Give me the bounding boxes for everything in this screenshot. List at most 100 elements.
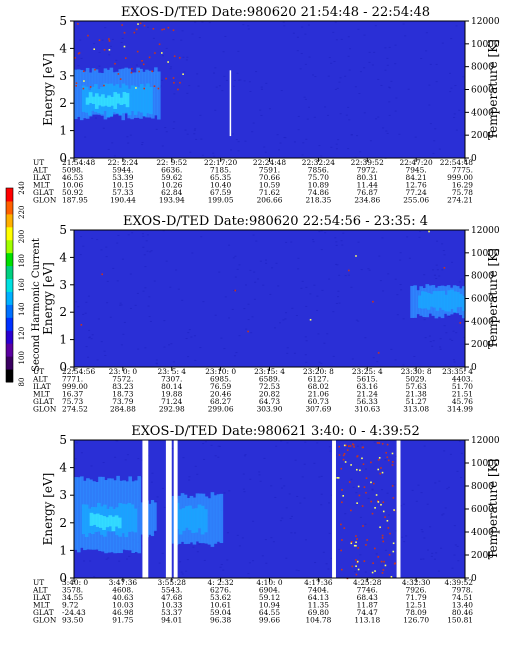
colorbar-segment — [6, 188, 13, 202]
table-cell: 71.79 — [406, 593, 427, 602]
table-cell: 99.66 — [259, 616, 280, 625]
table-cell: 22:24:48 — [253, 158, 286, 167]
texture-speck — [379, 280, 382, 282]
table-cell: 53.39 — [112, 173, 133, 182]
y-axis-label-right: Temperature [K] — [486, 459, 500, 560]
texture-speck — [443, 254, 446, 256]
table-row-label: UT — [33, 578, 44, 587]
table-cell: 7185. — [210, 166, 231, 175]
intensity-region — [181, 508, 186, 531]
data-speck — [391, 464, 394, 466]
texture-speck — [257, 278, 260, 280]
data-speck — [108, 49, 111, 51]
colorbar-tick-label: 160 — [18, 278, 26, 291]
texture-speck — [128, 555, 131, 557]
data-speck — [348, 269, 350, 272]
texture-speck — [173, 93, 176, 95]
data-speck — [383, 560, 385, 563]
texture-speck — [80, 57, 83, 59]
data-speck — [371, 571, 374, 574]
texture-speck — [243, 308, 246, 310]
texture-speck — [83, 560, 86, 562]
data-speck — [350, 464, 352, 466]
texture-speck — [243, 455, 246, 457]
texture-speck — [344, 513, 347, 515]
data-speck — [82, 70, 85, 73]
texture-speck — [456, 545, 459, 547]
data-speck — [351, 565, 354, 568]
texture-speck — [260, 114, 263, 116]
colorbar-tick-label: 180 — [18, 254, 26, 267]
colorbar-segment — [6, 239, 13, 254]
texture-speck — [368, 61, 371, 63]
texture-speck — [411, 489, 414, 491]
data-speck — [365, 477, 368, 480]
texture-speck — [445, 332, 448, 334]
texture-speck — [284, 137, 287, 139]
texture-speck — [191, 33, 194, 35]
texture-speck — [360, 269, 363, 271]
texture-speck — [242, 24, 245, 26]
chart-title: EXOS-D/TED Date:980621 3:40: 0 - 4:39:52 — [131, 424, 419, 439]
chart-title: EXOS-D/TED Date:980620 22:54:56 - 23:35:… — [123, 214, 428, 229]
texture-speck — [297, 268, 300, 270]
texture-speck — [363, 34, 366, 36]
texture-speck — [320, 155, 323, 157]
y-tick-label: 2 — [59, 516, 67, 530]
data-speck — [357, 485, 360, 488]
table-cell: 23:25: 4 — [352, 367, 383, 376]
data-speck — [343, 527, 346, 529]
table-cell: 12.51 — [406, 601, 427, 610]
table-cell: 75.70 — [308, 173, 329, 182]
intensity-region — [185, 506, 189, 528]
texture-speck — [406, 236, 409, 238]
colorbar-tick-label: 200 — [18, 230, 26, 243]
texture-speck — [119, 304, 122, 306]
data-speck — [353, 446, 355, 448]
table-row-label: ILAT — [33, 173, 51, 182]
data-speck — [130, 71, 133, 74]
data-gap — [173, 440, 178, 578]
texture-speck — [318, 145, 321, 147]
table-cell: 22:54:56 — [62, 367, 95, 376]
texture-speck — [423, 537, 426, 539]
texture-speck — [429, 123, 432, 125]
intensity-region — [140, 502, 144, 535]
texture-speck — [399, 252, 402, 254]
texture-speck — [334, 88, 337, 90]
intensity-region — [103, 83, 107, 111]
data-speck — [82, 87, 85, 90]
texture-speck — [449, 72, 452, 74]
texture-speck — [150, 481, 153, 483]
texture-speck — [286, 347, 289, 349]
texture-speck — [105, 256, 108, 258]
colorbar-segment — [6, 356, 13, 370]
data-speck — [338, 445, 341, 448]
table-cell: 7307. — [161, 375, 182, 384]
table-cell: 45.76 — [452, 397, 473, 406]
texture-speck — [218, 271, 221, 273]
texture-speck — [463, 88, 466, 90]
texture-speck — [305, 138, 308, 140]
data-speck — [353, 544, 356, 547]
texture-speck — [140, 476, 143, 478]
data-gap — [396, 440, 401, 578]
texture-speck — [126, 454, 129, 456]
texture-speck — [301, 280, 304, 282]
colorbar-segment — [6, 343, 13, 357]
texture-speck — [223, 492, 226, 494]
texture-speck — [286, 442, 289, 444]
data-speck — [372, 562, 374, 565]
intensity-region — [74, 477, 78, 550]
texture-speck — [313, 284, 316, 286]
intensity-region — [154, 67, 158, 116]
table-cell: 999.00 — [447, 173, 473, 182]
texture-speck — [165, 131, 168, 133]
data-speck — [374, 507, 376, 509]
texture-speck — [98, 51, 101, 53]
data-speck — [77, 52, 80, 55]
data-speck — [135, 87, 137, 89]
y-right-tick-label: 8000 — [471, 272, 494, 282]
texture-speck — [347, 148, 350, 150]
texture-speck — [371, 488, 374, 490]
